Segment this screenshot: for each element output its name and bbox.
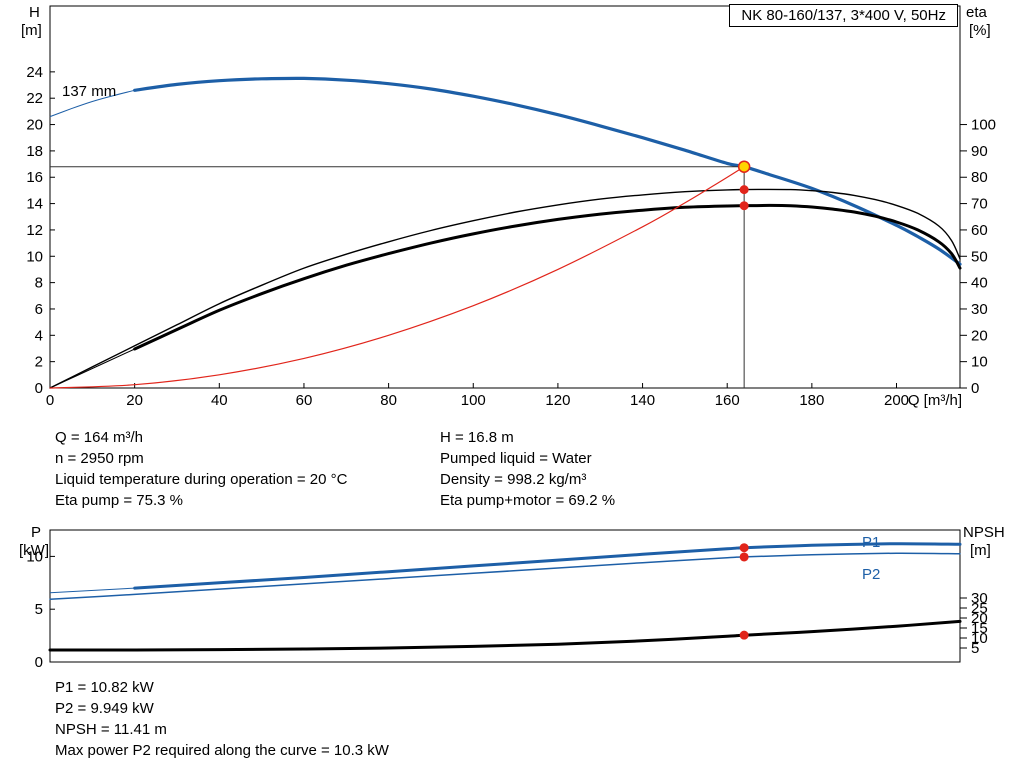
eta-axis-label: eta bbox=[966, 4, 987, 21]
info-density: Density = 998.2 kg/m³ bbox=[440, 471, 587, 488]
h-tick-label: 0 bbox=[35, 380, 43, 397]
result-values: P1 = 10.82 kW P2 = 9.949 kW NPSH = 11.41… bbox=[55, 677, 389, 761]
npsh-axis-label: NPSH bbox=[963, 524, 1005, 541]
h-tick-label: 6 bbox=[35, 301, 43, 318]
p2-curve-label: P2 bbox=[862, 566, 881, 583]
p-tick-label: 5 bbox=[35, 601, 43, 618]
bottom-chart-frame bbox=[49, 529, 961, 663]
top-chart-frame bbox=[49, 5, 961, 389]
x-tick-label: 100 bbox=[461, 392, 486, 409]
series-eta-pump-motor bbox=[133, 203, 962, 351]
eta-tick-label: 80 bbox=[971, 169, 988, 186]
info-temp: Liquid temperature during operation = 20… bbox=[55, 471, 348, 488]
eta-tick-label: 90 bbox=[971, 143, 988, 160]
series-head-137mm-lead bbox=[49, 89, 135, 118]
eta-tick-label: 40 bbox=[971, 275, 988, 292]
info-q: Q = 164 m³/h bbox=[55, 429, 143, 446]
x-tick-label: 180 bbox=[799, 392, 824, 409]
h-tick-label: 10 bbox=[26, 248, 43, 265]
eta-tick-label: 50 bbox=[971, 248, 988, 265]
series-p2 bbox=[49, 552, 961, 600]
marker-eta-pump-dot bbox=[739, 185, 749, 195]
eta-axis-unit: [%] bbox=[969, 22, 991, 39]
eta-tick-label: 0 bbox=[971, 380, 979, 397]
eta-tick-label: 10 bbox=[971, 354, 988, 371]
npsh-tick-label: 20 bbox=[971, 610, 988, 627]
h-tick-label: 2 bbox=[35, 354, 43, 371]
marker-duty-point bbox=[737, 160, 751, 173]
series-p1-lead bbox=[49, 587, 135, 594]
info-eta-pump: Eta pump = 75.3 % bbox=[55, 492, 183, 509]
x-tick-label: 60 bbox=[296, 392, 313, 409]
eta-tick-label: 30 bbox=[971, 301, 988, 318]
marker-eta-pump-motor-dot bbox=[739, 201, 749, 211]
x-tick-label: 200 bbox=[884, 392, 909, 409]
h-tick-label: 24 bbox=[26, 64, 43, 81]
h-tick-label: 20 bbox=[26, 117, 43, 134]
result-max-power: Max power P2 required along the curve = … bbox=[55, 742, 389, 759]
series-eta-pump bbox=[49, 188, 961, 389]
p-axis-label: P bbox=[31, 524, 42, 541]
info-n: n = 2950 rpm bbox=[55, 450, 144, 467]
x-tick-label: 80 bbox=[380, 392, 397, 409]
h-tick-label: 8 bbox=[35, 275, 43, 292]
result-npsh: NPSH = 11.41 m bbox=[55, 721, 167, 738]
npsh-tick-label: 10 bbox=[971, 630, 988, 647]
h-tick-label: 14 bbox=[26, 196, 43, 213]
x-tick-label: 0 bbox=[46, 392, 54, 409]
series-system-curve bbox=[49, 166, 745, 389]
x-tick-label: 140 bbox=[630, 392, 655, 409]
x-tick-label: 40 bbox=[211, 392, 228, 409]
result-p1: P1 = 10.82 kW bbox=[55, 679, 154, 696]
h-axis-unit: [m] bbox=[21, 22, 42, 39]
npsh-tick-label: 5 bbox=[971, 640, 979, 657]
p-axis-unit: [kW] bbox=[19, 542, 49, 559]
h-axis-label: H bbox=[29, 4, 40, 21]
x-tick-label: 120 bbox=[545, 392, 570, 409]
h-tick-label: 18 bbox=[26, 143, 43, 160]
eta-tick-label: 100 bbox=[971, 117, 996, 134]
x-axis-title: Q [m³/h] bbox=[908, 392, 962, 409]
info-eta-pump-motor: Eta pump+motor = 69.2 % bbox=[440, 492, 616, 509]
eta-tick-label: 20 bbox=[971, 327, 988, 344]
x-tick-label: 20 bbox=[126, 392, 143, 409]
p-tick-label: 10 bbox=[26, 548, 43, 565]
info-h: H = 16.8 m bbox=[440, 429, 514, 446]
series-eta-pump-motor-lead bbox=[49, 348, 135, 389]
impeller-size-label: 137 mm bbox=[62, 83, 117, 100]
marker-p1-dot bbox=[739, 543, 749, 553]
result-p2: P2 = 9.949 kW bbox=[55, 700, 154, 717]
npsh-axis-unit: [m] bbox=[970, 542, 991, 559]
x-tick-label: 160 bbox=[715, 392, 740, 409]
operating-info-right: H = 16.8 m Pumped liquid = Water Density… bbox=[440, 427, 615, 511]
h-tick-label: 16 bbox=[26, 169, 43, 186]
series-p1 bbox=[133, 542, 962, 590]
info-liquid: Pumped liquid = Water bbox=[440, 450, 592, 467]
npsh-tick-label: 30 bbox=[971, 590, 988, 607]
p-tick-label: 0 bbox=[35, 654, 43, 671]
pump-title-box: NK 80-160/137, 3*400 V, 50Hz bbox=[729, 4, 958, 27]
eta-tick-label: 70 bbox=[971, 196, 988, 213]
p1-curve-label: P1 bbox=[862, 534, 881, 551]
operating-info-left: Q = 164 m³/h n = 2950 rpm Liquid tempera… bbox=[55, 427, 347, 511]
marker-p2-dot bbox=[739, 552, 749, 562]
npsh-tick-label: 15 bbox=[971, 620, 988, 637]
npsh-tick-label: 25 bbox=[971, 600, 988, 617]
h-tick-label: 22 bbox=[26, 90, 43, 107]
series-head-137mm bbox=[133, 76, 962, 266]
h-tick-label: 4 bbox=[35, 327, 43, 344]
h-tick-label: 12 bbox=[26, 222, 43, 239]
marker-npsh-dot bbox=[739, 630, 749, 640]
eta-tick-label: 60 bbox=[971, 222, 988, 239]
series-npsh bbox=[48, 619, 962, 652]
